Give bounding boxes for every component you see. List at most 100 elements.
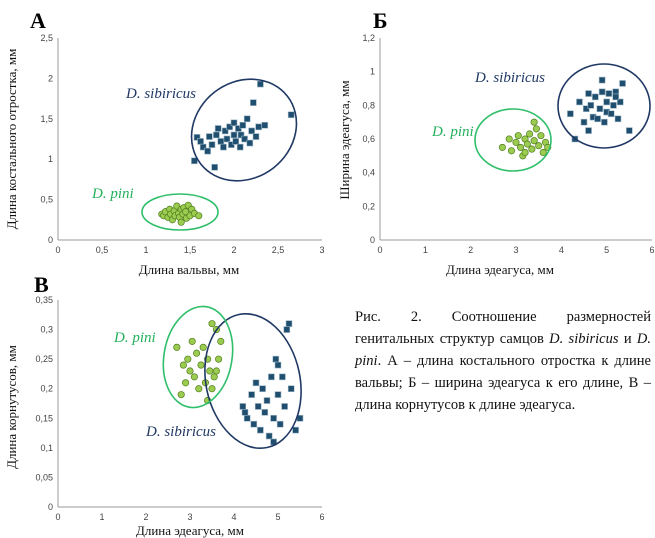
chart-a-ytick-label: 1 (48, 154, 53, 164)
chart-b-point-sibiricus (610, 102, 617, 109)
chart-a-point-sibiricus (197, 138, 204, 145)
chart-c-point-pini (188, 337, 196, 345)
chart-a-ytick-label: 1,5 (40, 114, 53, 124)
chart-a-svg: А Длина вальвы, мм Длина костального отр… (4, 8, 325, 277)
chart-a-point-sibiricus (199, 143, 207, 151)
chart-b-point-sibiricus (614, 115, 622, 123)
chart-a-point-sibiricus (213, 131, 220, 139)
chart-c-point-pini (177, 391, 185, 399)
chart-b-point-sibiricus (603, 98, 610, 106)
chart-c-point-sibiricus (272, 355, 280, 363)
chart-a-point-sibiricus (236, 143, 244, 151)
chart-b-point-pini (532, 125, 540, 133)
chart-a-point-sibiricus (241, 135, 248, 143)
chart-a-point-sibiricus (239, 121, 247, 129)
chart-b-point-sibiricus (616, 98, 624, 106)
chart-panel-b: Б Длина эдеагуса, мм Ширина эдеагуса, мм… (335, 0, 655, 280)
chart-c-pini-ellipse (162, 305, 234, 409)
chart-a-ytick-label: 2 (48, 73, 53, 83)
chart-a-ytick-label: 0,5 (40, 195, 53, 205)
chart-b-point-pini (526, 130, 534, 138)
chart-b-xtick-label: 2 (468, 245, 473, 255)
chart-a-point-sibiricus (248, 127, 255, 135)
chart-c-point-pini (208, 385, 216, 393)
chart-a-point-sibiricus (243, 115, 251, 123)
chart-b-sibiricus-ellipse (557, 63, 651, 149)
chart-b-ytick-label: 0,2 (362, 201, 375, 211)
chart-b-point-pini (512, 138, 520, 146)
chart-a-point-sibiricus (261, 121, 269, 129)
chart-c-point-sibiricus (285, 320, 293, 327)
chart-a-xtick-label: 1,5 (184, 245, 197, 255)
chart-a-point-sibiricus (287, 111, 295, 119)
chart-c-point-sibiricus (252, 379, 260, 387)
chart-b-pini-ellipse (474, 108, 552, 172)
chart-b-point-pini (537, 132, 545, 140)
chart-a-point-sibiricus (237, 131, 245, 139)
chart-c-point-pini (208, 320, 216, 328)
chart-b-point-sibiricus (596, 105, 604, 112)
chart-a-panel-letter: А (30, 8, 46, 33)
chart-b-point-sibiricus (587, 102, 595, 109)
chart-c-point-pini (173, 343, 181, 351)
chart-panel-a: А Длина вальвы, мм Длина костального отр… (0, 0, 340, 277)
chart-a-point-sibiricus (250, 99, 257, 106)
chart-a-point-sibiricus (226, 123, 233, 131)
chart-b-ytick-label: 0,4 (362, 168, 375, 178)
chart-b-point-sibiricus (619, 80, 626, 87)
chart-c-point-sibiricus (287, 385, 295, 393)
chart-c-xtick-label: 2 (143, 512, 148, 522)
chart-c-xtick-label: 5 (275, 512, 280, 522)
chart-a-sibiricus-label: D. sibiricus (125, 86, 196, 102)
chart-c-point-pini (182, 379, 190, 387)
chart-a-xlabel: Длина вальвы, мм (139, 262, 239, 277)
chart-b-point-sibiricus (576, 98, 583, 106)
chart-c-point-sibiricus (263, 397, 271, 404)
chart-c-point-pini (199, 343, 207, 351)
chart-a-point-sibiricus (208, 141, 216, 148)
chart-b-point-pini (530, 118, 538, 126)
chart-b-xtick-label: 0 (377, 245, 382, 255)
chart-b-point-pini (535, 142, 543, 150)
chart-b-pini-label: D. pini (431, 124, 474, 140)
chart-c-ytick-label: 0,3 (40, 325, 53, 335)
chart-a-point-sibiricus (220, 143, 227, 151)
chart-c-point-pini (190, 373, 198, 381)
chart-b-point-sibiricus (607, 110, 615, 118)
chart-c-point-sibiricus (261, 409, 269, 416)
chart-c-xtick-label: 3 (187, 512, 192, 522)
chart-c-point-sibiricus (276, 420, 284, 428)
chart-a-point-sibiricus (221, 127, 229, 135)
chart-a-point-sibiricus (204, 147, 211, 155)
chart-c-point-sibiricus (259, 385, 266, 393)
chart-b-point-sibiricus (585, 90, 592, 97)
chart-b-ytick-label: 0,6 (362, 134, 375, 144)
chart-c-sibiricus-label: D. sibiricus (145, 424, 216, 440)
chart-c-xtick-label: 0 (55, 512, 60, 522)
chart-a-point-sibiricus (230, 119, 238, 127)
chart-a-pini-label: D. pini (91, 186, 134, 202)
chart-panel-c: В Длина эдеагуса, мм Длина корнутусов, м… (0, 265, 340, 538)
chart-b-point-sibiricus (582, 105, 590, 112)
chart-a-point-sibiricus (246, 139, 254, 147)
chart-c-point-sibiricus (274, 361, 282, 369)
chart-b-point-sibiricus (585, 127, 592, 134)
chart-c-point-pini (210, 373, 218, 381)
chart-c-point-sibiricus (292, 426, 299, 434)
chart-c-ytick-label: 0,35 (35, 295, 53, 305)
chart-b-point-sibiricus (594, 115, 601, 123)
chart-c-point-sibiricus (283, 326, 291, 333)
chart-c-ytick-label: 0,1 (40, 443, 53, 453)
chart-a-xtick-label: 0 (55, 245, 60, 255)
chart-a-plot: 0 0,5 1 1,5 2 2,5 3 0 0,5 1 1,5 2 2,5 (40, 33, 324, 255)
chart-a-point-sibiricus (255, 123, 262, 131)
chart-a-point-sibiricus (217, 138, 225, 145)
chart-a-point-sibiricus (191, 157, 198, 165)
chart-b-point-pini (528, 145, 536, 153)
chart-b-ytick-label: 1,2 (362, 33, 375, 43)
chart-b-svg: Б Длина эдеагуса, мм Ширина эдеагуса, мм… (337, 8, 655, 277)
chart-c-ylabel: Длина корнутусов, мм (4, 345, 19, 469)
chart-c-point-sibiricus (268, 373, 275, 381)
chart-a-pini-ellipse (141, 193, 219, 231)
chart-b-ytick-label: 1 (370, 67, 375, 77)
